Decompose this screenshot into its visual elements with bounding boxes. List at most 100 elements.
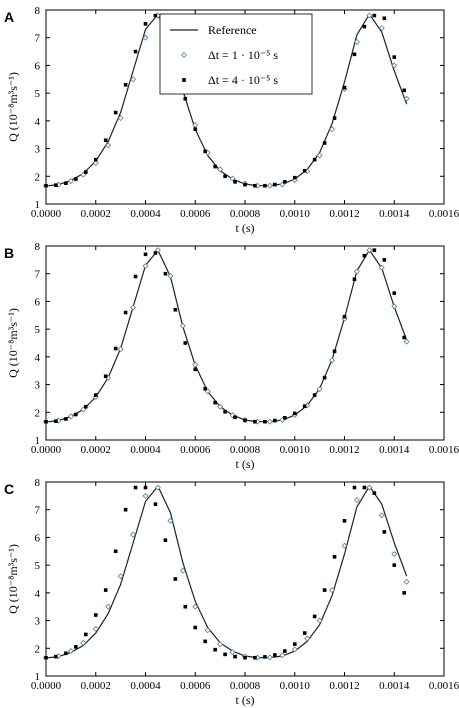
data-point-dt4 xyxy=(322,375,327,380)
x-tick-label: 0.0006 xyxy=(180,680,211,692)
data-point-dt4 xyxy=(273,182,277,187)
data-point-dt4 xyxy=(84,404,88,409)
data-point-dt4 xyxy=(342,519,347,523)
data-point-dt4 xyxy=(213,164,217,169)
data-point-dt4 xyxy=(103,374,108,379)
y-tick-label: 7 xyxy=(35,33,41,45)
data-point-dt4 xyxy=(263,419,267,424)
data-point-dt1 xyxy=(316,386,323,392)
data-point-dt1 xyxy=(329,357,336,364)
x-tick-label: 0.0002 xyxy=(81,680,111,692)
data-point-dt4 xyxy=(113,549,118,554)
data-point-dt1 xyxy=(67,178,74,184)
data-point-dt4 xyxy=(193,625,198,630)
data-point-dt1 xyxy=(92,160,99,166)
y-tick-label: 6 xyxy=(35,296,41,308)
data-point-dt1 xyxy=(304,635,311,642)
data-point-dt4 xyxy=(143,252,148,257)
x-tick-label: 0.0000 xyxy=(31,680,62,692)
data-point-dt4 xyxy=(332,555,337,559)
data-point-dt4 xyxy=(103,138,108,143)
y-tick-label: 2 xyxy=(35,407,41,419)
data-point-dt4 xyxy=(233,415,237,420)
data-point-dt4 xyxy=(253,419,257,424)
y-tick-label: 7 xyxy=(35,505,41,517)
data-point-dt1 xyxy=(353,497,360,503)
data-point-dt4 xyxy=(392,563,397,567)
y-tick-label: 5 xyxy=(35,560,41,572)
panel-b: B 0.0000 0.0002 0.0004 0.0006 0.0008 0.0010 0.0… xyxy=(4,241,459,471)
data-point-dt4 xyxy=(233,654,237,659)
x-axis-label: t (s) xyxy=(236,457,255,471)
y-tick-label: 5 xyxy=(35,324,41,336)
data-point-dt1 xyxy=(80,406,87,413)
x-tick-label: 0.0006 xyxy=(180,444,211,456)
data-point-dt1 xyxy=(316,152,323,159)
data-point-dt1 xyxy=(217,166,224,173)
data-point-dt4 xyxy=(123,507,128,512)
data-point-dt1 xyxy=(378,264,385,271)
data-point-dt4 xyxy=(133,274,138,279)
data-point-dt4 xyxy=(273,653,277,657)
x-tick-label: 0.0006 xyxy=(180,208,211,220)
data-point-dt4 xyxy=(233,180,237,184)
x-tick-label: 0.0012 xyxy=(329,444,359,456)
data-point-dt4 xyxy=(93,393,98,397)
data-point-dt1 xyxy=(130,76,137,83)
data-point-dt4 xyxy=(133,485,138,490)
data-point-dt4 xyxy=(123,83,128,87)
data-point-dt1 xyxy=(329,126,336,133)
data-point-dt4 xyxy=(372,13,377,18)
data-point-dt1 xyxy=(279,652,286,659)
series-0 xyxy=(45,485,408,659)
x-tick-label: 0.0014 xyxy=(379,680,410,692)
data-point-dt4 xyxy=(173,307,178,312)
x-axis-label: t (s) xyxy=(236,693,255,707)
data-point-dt4 xyxy=(93,613,98,617)
data-point-dt4 xyxy=(183,604,188,609)
data-point-dt1 xyxy=(130,304,137,311)
data-point-dt4 xyxy=(402,591,406,595)
data-point-dt4 xyxy=(203,149,207,154)
data-point-dt4 xyxy=(113,346,118,351)
data-point-dt4 xyxy=(64,417,68,421)
data-point-dt4 xyxy=(243,655,247,660)
reference-line xyxy=(45,249,408,423)
data-point-dt1 xyxy=(391,303,398,310)
y-axis-label: Q (10⁻⁸m³s⁻¹) xyxy=(6,72,20,142)
data-point-dt4 xyxy=(322,141,327,145)
reference-line xyxy=(45,485,408,659)
data-point-dt4 xyxy=(213,647,217,652)
data-point-dt4 xyxy=(372,248,377,252)
data-point-dt4 xyxy=(382,16,387,21)
data-point-dt4 xyxy=(113,110,118,115)
data-point-dt4 xyxy=(253,655,257,660)
data-point-dt1 xyxy=(167,272,174,279)
data-point-dt1 xyxy=(266,418,273,425)
legend-entry: Δt = 4 · 10⁻⁵ s xyxy=(208,73,278,87)
data-point-dt4 xyxy=(143,22,148,26)
y-tick-label: 8 xyxy=(35,241,41,253)
y-tick-label: 4 xyxy=(35,588,41,600)
x-tick-label: 0.0010 xyxy=(280,680,311,692)
data-point-dt1 xyxy=(92,625,99,632)
data-point-dt4 xyxy=(223,652,227,657)
data-point-dt4 xyxy=(292,175,297,180)
y-tick-label: 1 xyxy=(35,435,41,447)
data-point-dt1 xyxy=(266,654,273,661)
data-point-dt4 xyxy=(84,170,88,174)
data-point-dt4 xyxy=(143,485,148,490)
y-tick-label: 6 xyxy=(35,60,41,72)
data-point-dt4 xyxy=(44,183,48,188)
data-point-dt4 xyxy=(292,411,297,416)
legend-entry: Reference xyxy=(208,23,257,37)
data-point-dt1 xyxy=(142,492,149,499)
x-tick-label: 0.0016 xyxy=(429,444,459,456)
y-tick-label: 4 xyxy=(35,352,41,364)
data-point-dt1 xyxy=(391,62,398,69)
y-tick-label: 3 xyxy=(35,380,41,392)
data-point-dt1 xyxy=(366,484,373,491)
data-point-dt4 xyxy=(223,409,227,414)
data-point-dt4 xyxy=(362,485,367,490)
x-tick-label: 0.0002 xyxy=(81,444,111,456)
